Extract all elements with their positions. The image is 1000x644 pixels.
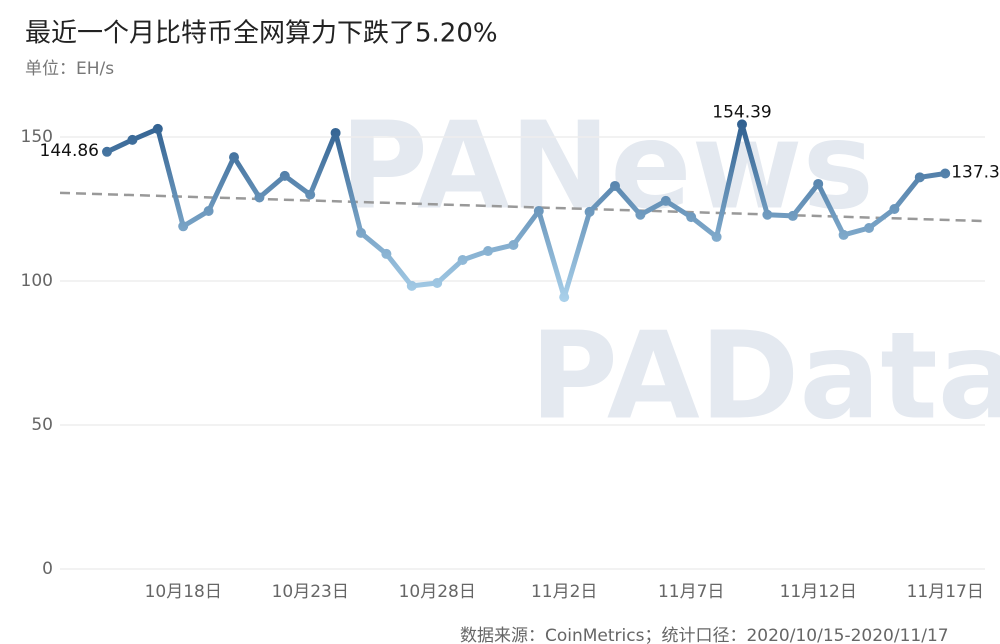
- data-point: [813, 178, 824, 189]
- x-tick-label: 10月23日: [272, 582, 349, 602]
- data-line: [105, 121, 946, 300]
- data-point: [305, 189, 316, 200]
- data-point: [152, 123, 163, 134]
- data-point: [432, 278, 443, 289]
- x-tick-label: 11月17日: [907, 582, 984, 602]
- data-point: [864, 223, 874, 234]
- data-point: [711, 231, 722, 242]
- watermark: PAData: [530, 308, 1000, 447]
- trend-line: [59, 191, 986, 223]
- data-point: [127, 134, 138, 145]
- data-point: [940, 168, 951, 179]
- data-point: [178, 221, 189, 232]
- data-point: [254, 192, 265, 203]
- data-point: [203, 206, 214, 217]
- y-tick-label: 100: [21, 271, 53, 291]
- x-tick-label: 11月12日: [780, 582, 857, 602]
- y-tick-label: 50: [31, 415, 53, 435]
- data-label: 137.33: [951, 162, 1000, 182]
- data-point: [533, 206, 544, 217]
- x-tick-label: 10月28日: [399, 582, 476, 602]
- data-point: [660, 195, 671, 206]
- chart-subtitle: 单位：EH/s: [25, 59, 114, 79]
- data-point: [737, 119, 747, 130]
- data-point: [483, 246, 493, 257]
- data-point: [229, 152, 239, 163]
- data-point: [762, 209, 773, 220]
- data-point: [457, 254, 468, 265]
- data-point: [330, 127, 341, 138]
- data-point: [508, 240, 519, 250]
- y-tick-label: 150: [21, 127, 53, 147]
- data-label: 144.86: [40, 141, 99, 161]
- y-tick-label: 0: [42, 559, 53, 579]
- x-tick-label: 11月7日: [658, 582, 724, 602]
- data-point: [381, 248, 392, 259]
- data-point: [610, 180, 620, 191]
- data-point: [279, 170, 290, 181]
- data-label: 154.39: [712, 102, 771, 122]
- x-tick-label: 11月2日: [531, 582, 597, 602]
- source-note: 数据来源：CoinMetrics；统计口径：2020/10/15-2020/11…: [460, 626, 949, 644]
- data-point: [356, 227, 366, 238]
- data-point: [559, 292, 570, 303]
- data-point: [787, 210, 798, 221]
- data-point: [102, 146, 112, 157]
- data-point: [889, 204, 900, 214]
- data-point: [838, 229, 849, 240]
- chart-title: 最近一个月比特币全网算力下跌了5.20%: [25, 19, 498, 49]
- data-point: [686, 212, 697, 223]
- data-point: [584, 206, 595, 217]
- data-point: [406, 280, 417, 291]
- x-tick-label: 10月18日: [145, 582, 222, 602]
- data-point: [635, 209, 646, 220]
- data-point: [914, 172, 925, 183]
